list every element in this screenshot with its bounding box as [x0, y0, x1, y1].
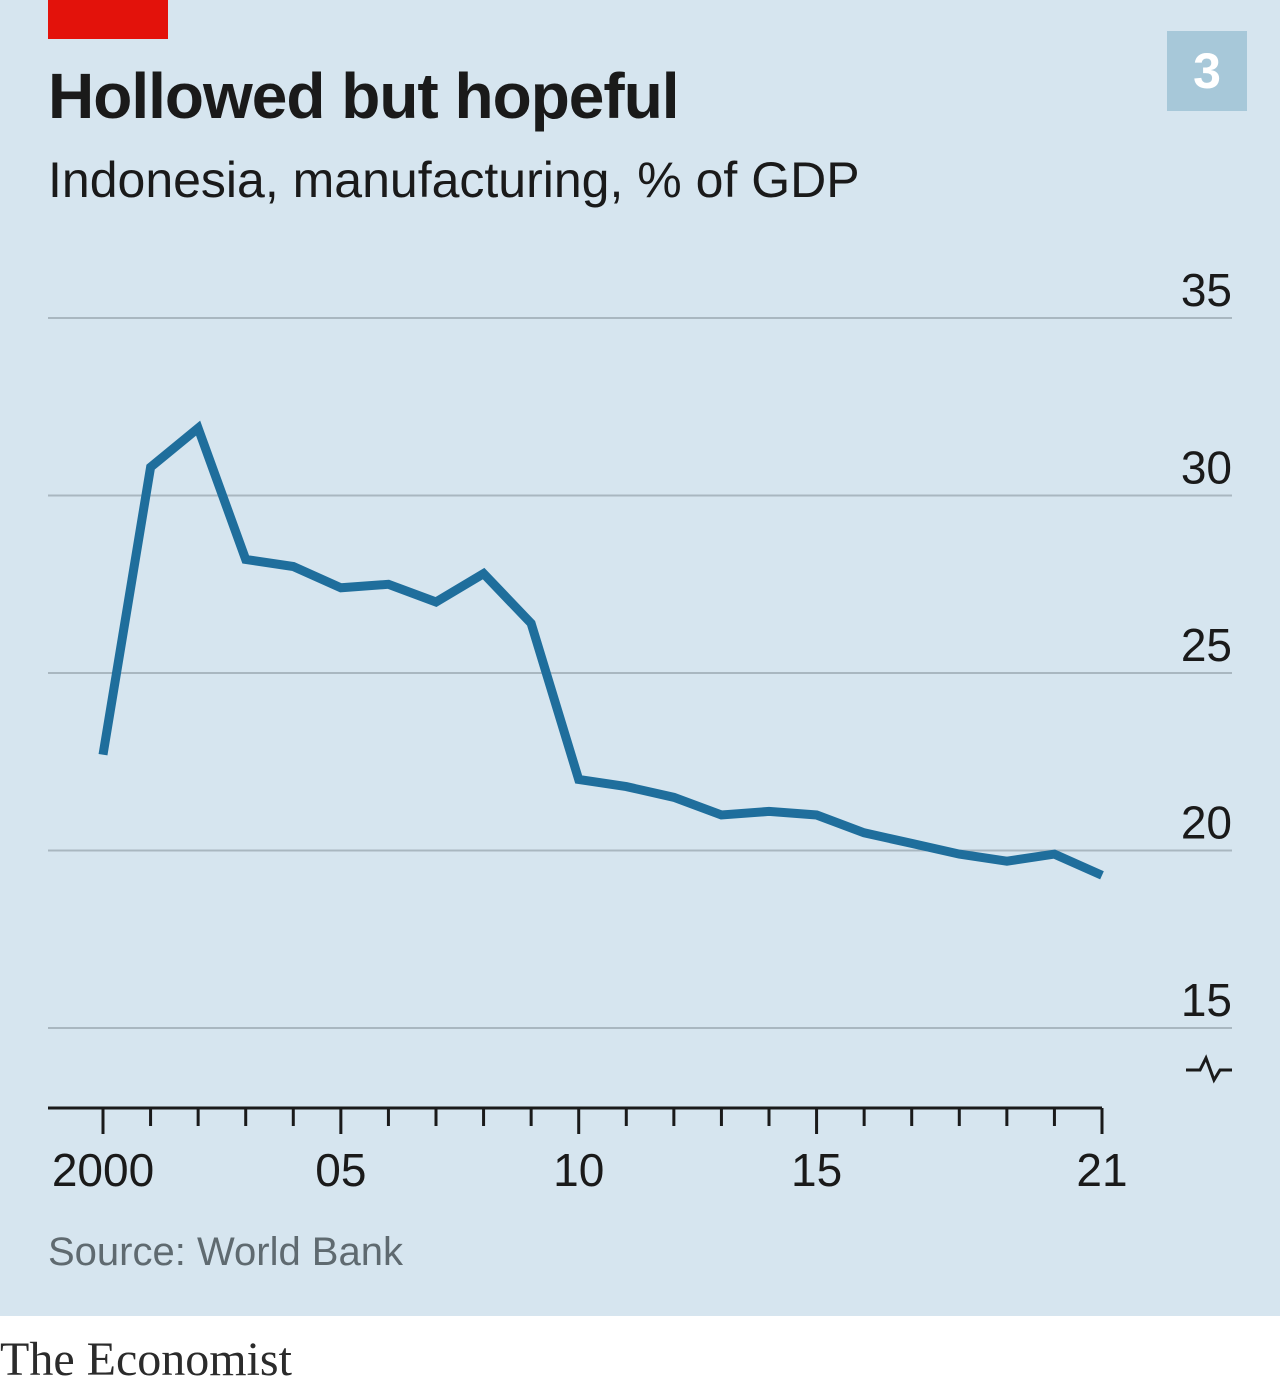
axis-break-icon: [1186, 1054, 1232, 1084]
y-tick-label-20: 20: [1181, 797, 1232, 849]
brand-wordmark: The Economist: [0, 1333, 292, 1386]
x-tick-label-15: 15: [791, 1144, 842, 1196]
x-axis: [48, 1054, 1232, 1134]
y-axis-labels: 35 30 25 20 15: [1181, 264, 1232, 1026]
chart-number-badge: 3: [1167, 31, 1247, 111]
x-tick-label-10: 10: [553, 1144, 604, 1196]
x-tick-label-05: 05: [315, 1144, 366, 1196]
y-tick-label-15: 15: [1181, 974, 1232, 1026]
chart-panel: [0, 0, 1280, 1316]
chart-title: Hollowed but hopeful: [48, 60, 680, 132]
y-tick-label-25: 25: [1181, 619, 1232, 671]
series-line-0: [98, 420, 1104, 880]
x-tick-label-2000: 2000: [52, 1144, 154, 1196]
gridlines: [48, 317, 1232, 1029]
y-tick-label-30: 30: [1181, 442, 1232, 494]
source-note: Source: World Bank: [48, 1230, 403, 1274]
x-tick-label-21: 21: [1076, 1144, 1127, 1196]
chart-subtitle: Indonesia, manufacturing, % of GDP: [48, 152, 860, 208]
y-tick-label-35: 35: [1181, 264, 1232, 316]
brand-red-tag: [48, 0, 168, 39]
x-axis-labels: 2000 05 10 15 21: [52, 1144, 1128, 1196]
series-layer: [98, 420, 1104, 880]
line-chart: 35 30 25 20 15 2000 05 10 15 21: [48, 264, 1232, 1196]
